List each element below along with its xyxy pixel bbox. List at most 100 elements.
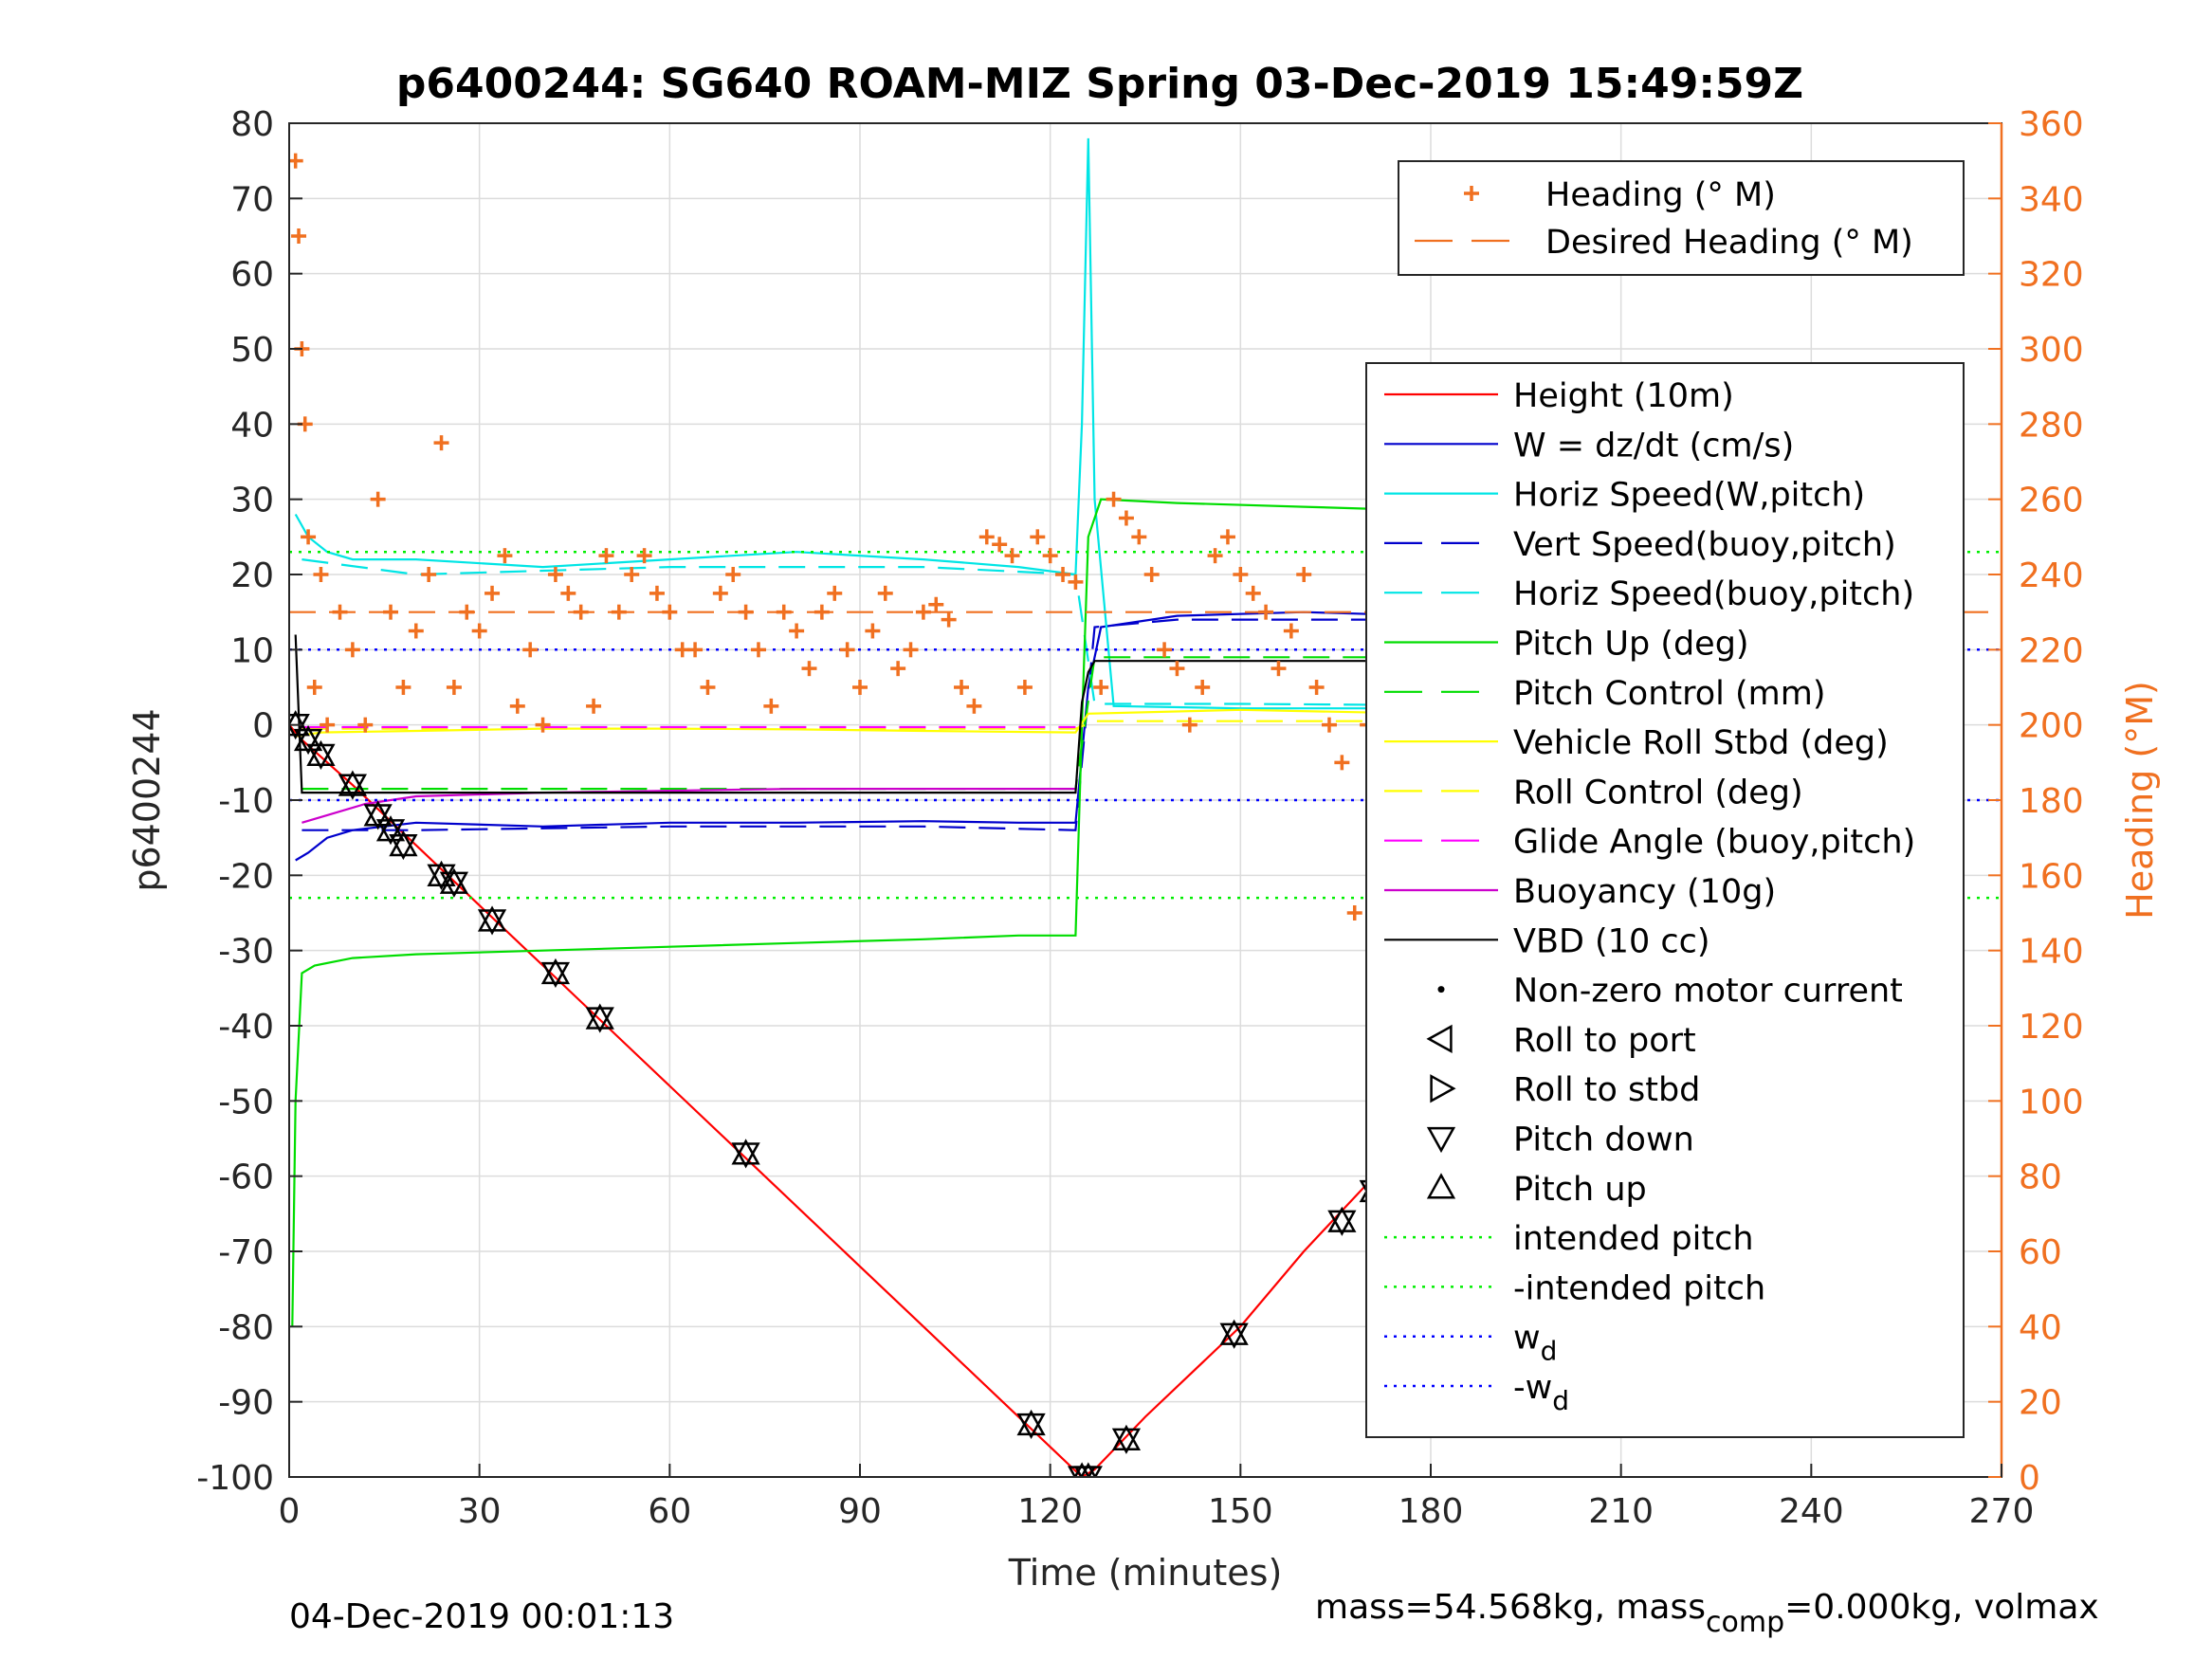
- heading-point: [535, 717, 551, 733]
- y-tick-label: 0: [252, 707, 274, 746]
- legend-main-entry: Non-zero motor current: [1437, 973, 1903, 1011]
- legend-main-entry: Glide Angle (buoy,pitch): [1384, 824, 1915, 862]
- legend-main-entry: Height (10m): [1384, 377, 1734, 415]
- y-right-tick-label: 160: [2019, 857, 2084, 896]
- heading-point: [801, 661, 817, 677]
- heading-point: [1030, 529, 1046, 545]
- y-right-tick-label: 340: [2019, 180, 2084, 219]
- heading-point: [611, 604, 627, 620]
- legend-main-label-text: VBD (10 cc): [1513, 922, 1710, 960]
- heading-point: [1258, 604, 1274, 620]
- footer-mass: mass=54.568kg, masscomp=0.000kg, volmax: [1315, 1588, 2099, 1639]
- heading-point: [865, 623, 881, 639]
- heading-point: [624, 567, 640, 582]
- x-tick-label: 210: [1588, 1492, 1654, 1531]
- motor-marker-up: [1111, 1424, 1142, 1450]
- heading-point: [598, 548, 614, 564]
- legend-main-label-text: Pitch Control (mm): [1513, 675, 1825, 713]
- legend-main-label-text: Roll to port: [1513, 1022, 1696, 1060]
- heading-point: [1271, 661, 1287, 677]
- y-tick-label: -90: [218, 1384, 274, 1423]
- series-line-11: [294, 634, 1907, 794]
- x-axis-label: Time (minutes): [1008, 1552, 1283, 1594]
- y-tick-label: 80: [230, 105, 274, 144]
- heading-point: [763, 698, 779, 714]
- y-tick-label: 70: [230, 180, 274, 219]
- legend-main-entry: VBD (10 cc): [1384, 922, 1710, 960]
- heading-point: [306, 680, 322, 695]
- heading-point: [313, 567, 329, 582]
- legend-top-label: Heading (° M): [1545, 176, 1776, 214]
- heading-point: [1093, 680, 1109, 695]
- legend-main-label-text: Roll to stbd: [1513, 1071, 1700, 1109]
- motor-marker-down: [363, 804, 393, 830]
- motor-marker-down: [1111, 1428, 1142, 1454]
- x-tick-label: 60: [648, 1492, 691, 1531]
- legend-main-label: Roll to port: [1513, 1022, 1696, 1060]
- y-tick-label: -70: [218, 1233, 274, 1272]
- motor-marker-up: [1080, 1462, 1097, 1477]
- heading-point: [586, 698, 602, 714]
- heading-point: [1068, 574, 1084, 590]
- heading-point: [814, 604, 830, 620]
- heading-point: [1346, 905, 1362, 921]
- heading-point: [915, 604, 931, 620]
- heading-point: [1106, 491, 1122, 507]
- heading-point: [459, 604, 475, 620]
- motor-marker-down: [1219, 1322, 1249, 1349]
- motor-marker-down: [389, 833, 418, 861]
- y-right-tick-label: 260: [2019, 482, 2084, 520]
- legend-main-entry: Roll to port: [1426, 1022, 1696, 1060]
- y-tick-label: -60: [218, 1158, 274, 1197]
- heading-point: [789, 623, 805, 639]
- motor-marker-up: [1073, 1462, 1090, 1477]
- heading-point: [1157, 642, 1173, 658]
- legend-main-entry: -wd: [1384, 1369, 1569, 1416]
- y-right-tick-label: 200: [2019, 707, 2084, 746]
- series-line-10: [302, 787, 1076, 824]
- legend-main-label-sub: d: [1541, 1336, 1558, 1367]
- motor-marker-down: [585, 1007, 614, 1033]
- heading-point: [357, 717, 374, 733]
- y-tick-label: -20: [218, 857, 274, 896]
- legend-main-label: Glide Angle (buoy,pitch): [1513, 824, 1915, 862]
- legend-top-frame: [1398, 160, 1965, 276]
- heading-point: [941, 611, 957, 628]
- heading-point: [1283, 623, 1299, 639]
- legend-main-label-text: Horiz Speed(W,pitch): [1513, 477, 1865, 515]
- y-tick-label: -10: [218, 782, 274, 821]
- legend-main-label: Pitch down: [1513, 1121, 1694, 1159]
- y-right-tick-label: 220: [2019, 631, 2084, 670]
- heading-point: [877, 585, 893, 601]
- y-right-tick-label: 40: [2019, 1308, 2062, 1347]
- y-right-tick-label: 180: [2019, 782, 2084, 821]
- heading-point: [1042, 548, 1058, 564]
- x-tick-label: 240: [1779, 1492, 1844, 1531]
- legend-main-label: Vehicle Roll Stbd (deg): [1513, 724, 1889, 762]
- legend-main-entry: Roll to stbd: [1430, 1071, 1700, 1109]
- y-right-tick-label: 120: [2019, 1008, 2084, 1047]
- legend-main-label: Pitch up: [1513, 1171, 1647, 1209]
- heading-point: [1181, 717, 1197, 733]
- legend-main-entry: Pitch up: [1426, 1171, 1647, 1209]
- motor-marker-up: [477, 905, 507, 932]
- legend-main-label: VBD (10 cc): [1513, 922, 1710, 960]
- legend-main-label-text: -w: [1513, 1369, 1552, 1407]
- legend-main-entry: -intended pitch: [1384, 1269, 1765, 1307]
- heading-point: [383, 604, 399, 620]
- x-tick-label: 150: [1208, 1492, 1273, 1531]
- legend-top-entry: Heading (° M): [1464, 176, 1776, 214]
- legend-main-entry: Horiz Speed(W,pitch): [1384, 477, 1865, 515]
- y-right-tick-label: 240: [2019, 556, 2084, 595]
- heading-point: [1334, 755, 1350, 771]
- heading-point: [890, 661, 906, 677]
- legend-main-label-text: Vert Speed(buoy,pitch): [1513, 526, 1896, 564]
- legend-main-label-text: w: [1513, 1320, 1541, 1358]
- heading-point: [1245, 585, 1261, 601]
- legend-main-label: -intended pitch: [1513, 1269, 1765, 1307]
- heading-point: [560, 585, 576, 601]
- legend-main-label: Pitch Up (deg): [1513, 626, 1749, 664]
- legend-main-entry: Vert Speed(buoy,pitch): [1384, 526, 1896, 564]
- legend-main-entry: Horiz Speed(buoy,pitch): [1384, 575, 1914, 613]
